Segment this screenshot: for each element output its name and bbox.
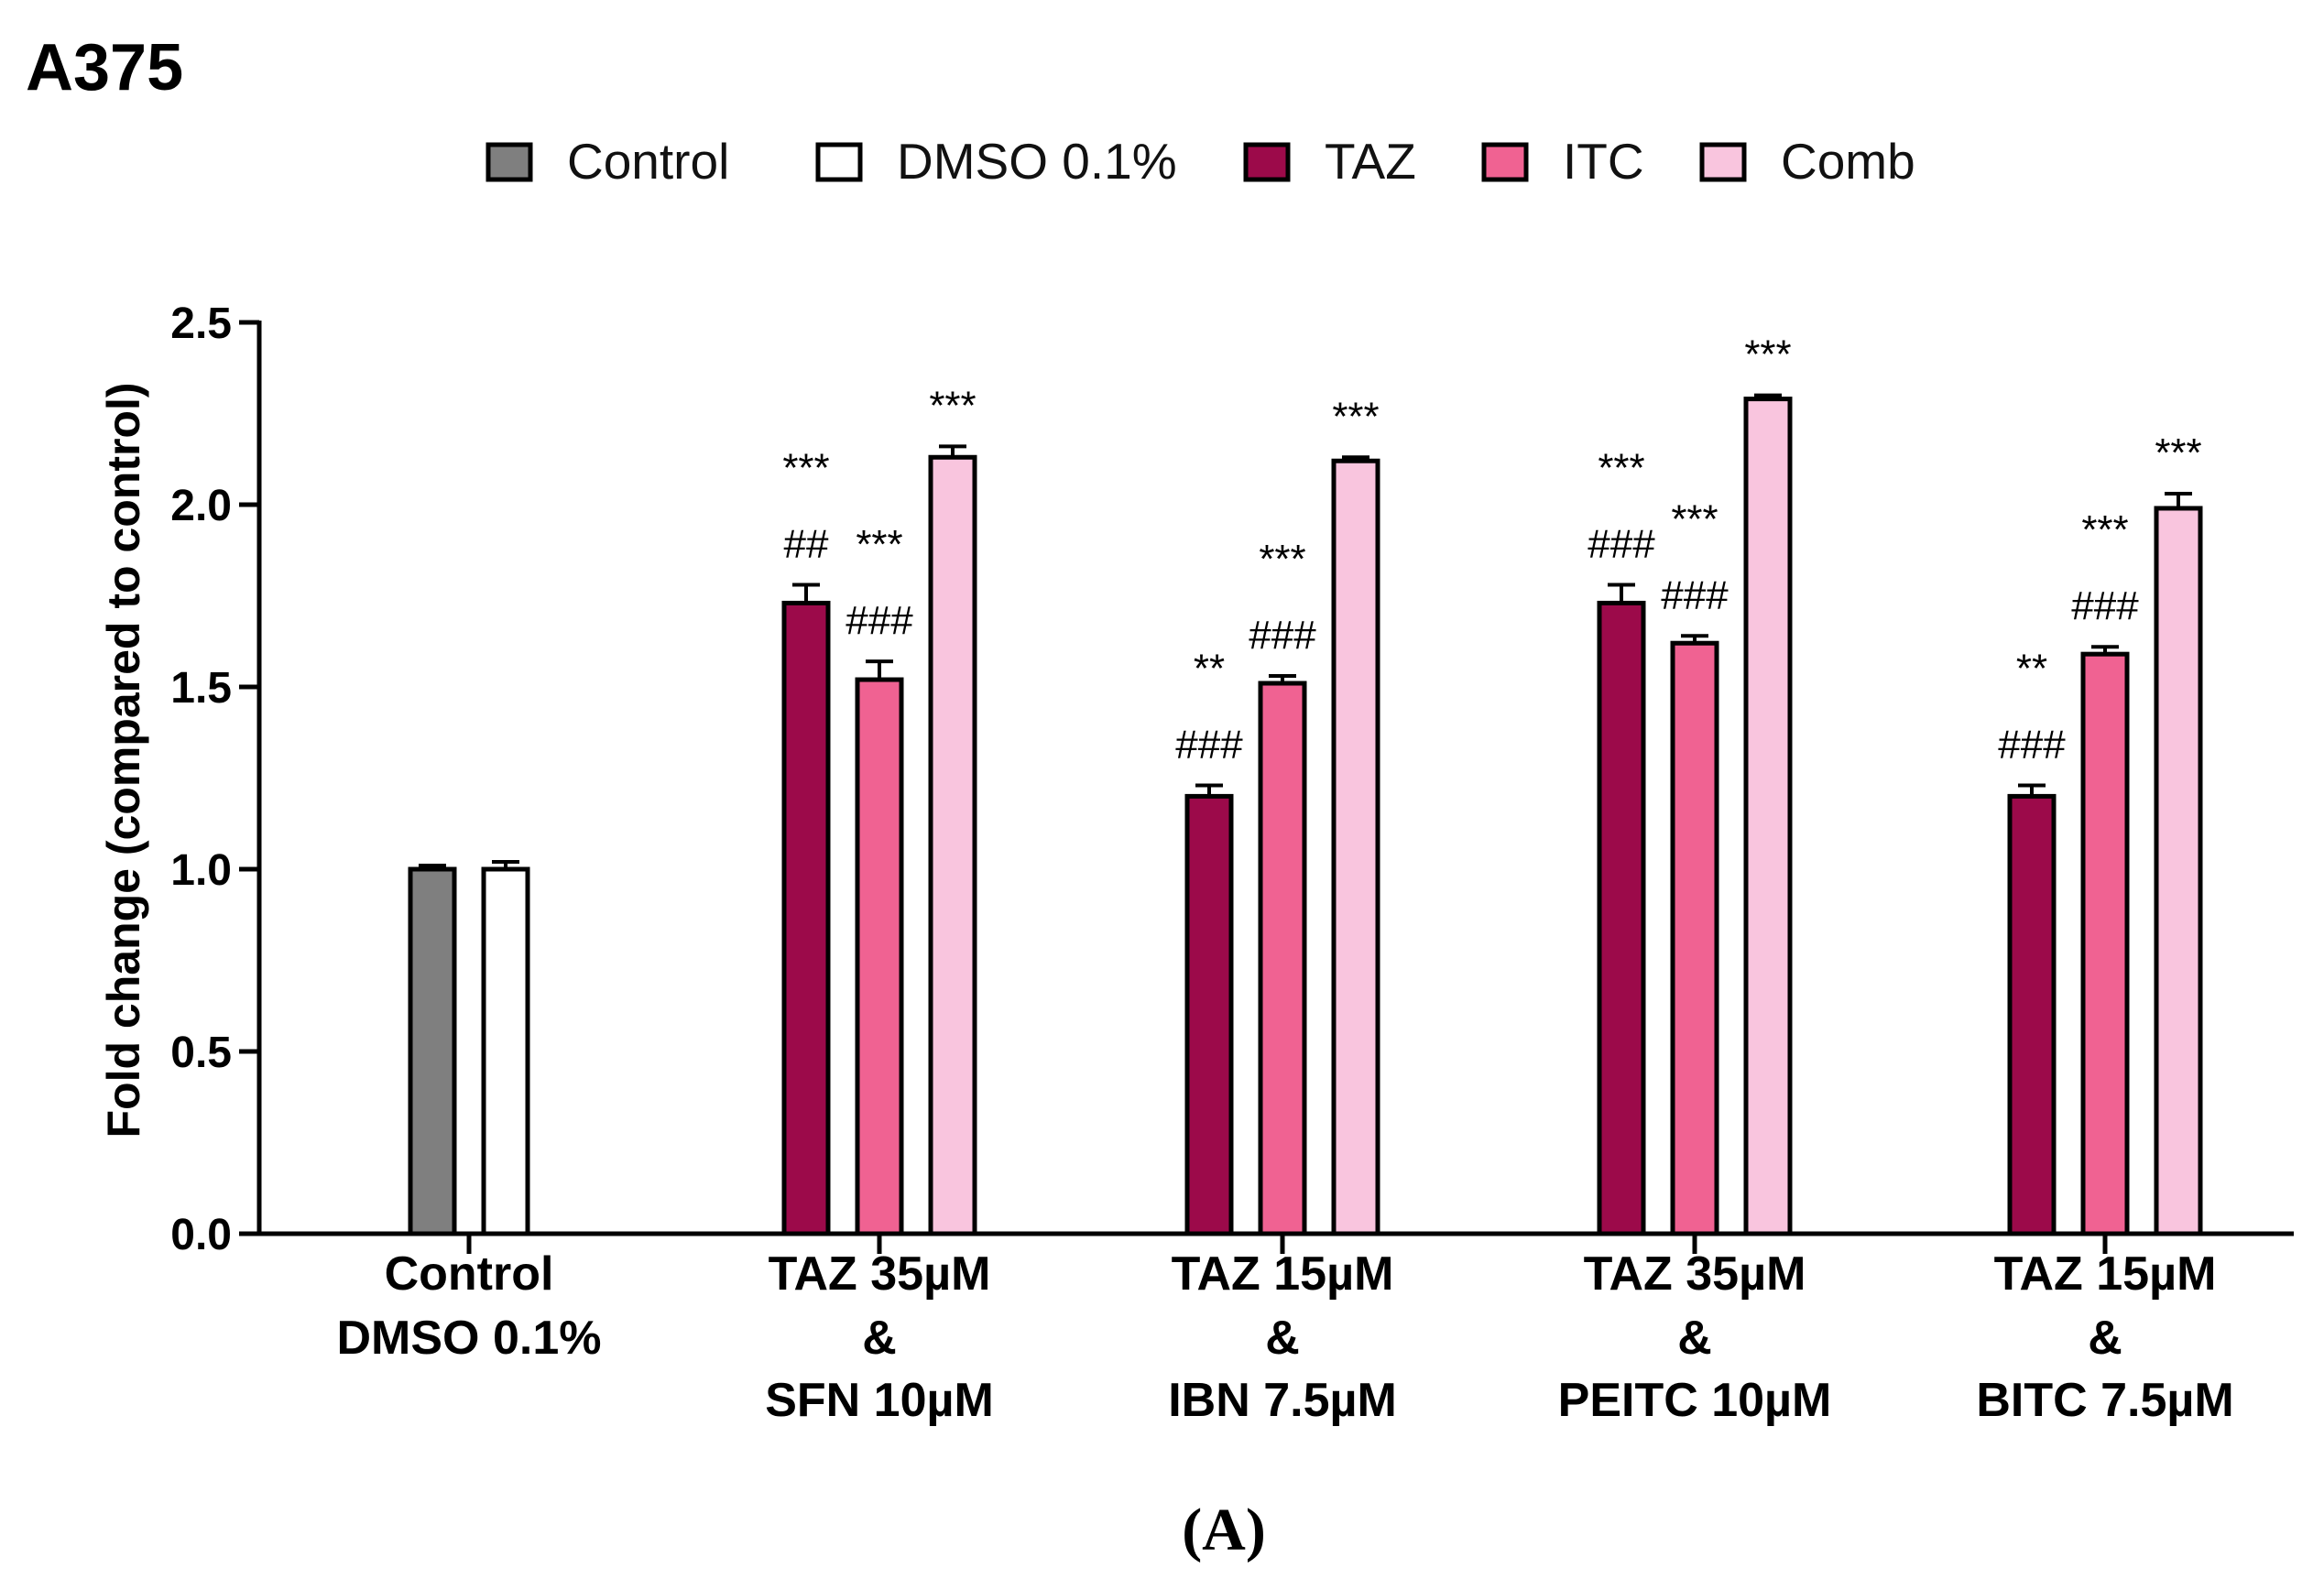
y-tick-label: 0.0: [170, 1211, 232, 1259]
bar: [928, 454, 977, 1236]
bar: [481, 866, 530, 1236]
significance-label: ***: [2155, 430, 2201, 475]
y-axis: 0.0 0.5 1.0 1.5 2.0 2.5: [170, 299, 262, 1259]
significance-label: ###: [1998, 722, 2066, 767]
bar: [1184, 793, 1234, 1236]
significance-label: ###: [1588, 522, 1655, 567]
bar: [1743, 397, 1793, 1236]
legend-swatch: [486, 142, 533, 182]
x-group-label: DMSO 0.1%: [337, 1312, 602, 1365]
panel-label: (A): [1182, 1497, 1266, 1563]
significance-label: ###: [1175, 722, 1243, 767]
significance-label: ***: [1332, 394, 1379, 439]
y-tick-label: 2.5: [170, 299, 232, 348]
significance-label: **: [2016, 646, 2047, 691]
x-group-label: TAZ 35µM: [1584, 1247, 1806, 1301]
y-tick-label: 2.0: [170, 482, 232, 530]
x-group-label: &: [1265, 1312, 1300, 1365]
group-labels: Control DMSO 0.1% TAZ 35µM & SFN 10µM TAZ 15µ…: [337, 1247, 2234, 1427]
chart-title: A375: [26, 31, 183, 104]
x-group-label: BITC 7.5µM: [1976, 1374, 2233, 1427]
legend-swatch: [1243, 142, 1291, 182]
bar: [2154, 506, 2203, 1236]
x-group-label: PEITC 10µM: [1558, 1374, 1832, 1427]
legend-label: Control: [567, 133, 729, 190]
x-group-label: SFN 10µM: [765, 1374, 994, 1427]
x-group-label: &: [862, 1312, 897, 1365]
y-tick-label: 1.0: [170, 846, 232, 895]
x-group-label: TAZ 15µM: [1172, 1247, 1394, 1301]
y-tick-label: 0.5: [170, 1029, 232, 1077]
legend-label: DMSO 0.1%: [897, 133, 1177, 190]
x-group-label: &: [1677, 1312, 1712, 1365]
significance-label: ***: [1671, 496, 1718, 541]
legend-label: ITC: [1563, 133, 1644, 190]
bar: [781, 600, 831, 1236]
significance-label: ***: [856, 522, 902, 567]
bar: [1331, 458, 1380, 1236]
significance-label: ###: [1249, 613, 1316, 658]
bar: [855, 677, 904, 1236]
bars-layer: ##***###******###**###******###***###***…: [408, 332, 2203, 1236]
legend-label: Comb: [1781, 133, 1915, 190]
legend-swatch: [815, 142, 863, 182]
bar: [1670, 640, 1719, 1236]
bar: [1258, 681, 1307, 1236]
significance-label: ###: [846, 598, 913, 643]
bar: [408, 866, 457, 1236]
x-group-label: TAZ 35µM: [769, 1247, 991, 1301]
significance-label: **: [1194, 646, 1225, 691]
x-group-label: IBN 7.5µM: [1168, 1374, 1397, 1427]
x-group-label: &: [2088, 1312, 2122, 1365]
significance-label: ***: [782, 446, 829, 491]
significance-label: ##: [784, 522, 829, 567]
significance-label: ***: [1259, 537, 1305, 582]
legend-swatch: [1699, 142, 1747, 182]
y-tick-label: 1.5: [170, 664, 232, 713]
bar: [1597, 600, 1646, 1236]
legend-swatch: [1481, 142, 1529, 182]
x-group-label: TAZ 15µM: [1994, 1247, 2217, 1301]
significance-label: ###: [2071, 583, 2139, 628]
significance-label: ###: [1661, 572, 1729, 617]
significance-label: ***: [1598, 446, 1644, 491]
significance-label: ***: [2081, 507, 2128, 552]
bar: [2080, 651, 2130, 1236]
significance-label: ***: [929, 383, 976, 428]
x-group-label: Control: [385, 1247, 554, 1301]
legend-label: TAZ: [1325, 133, 1416, 190]
significance-label: ***: [1744, 332, 1791, 377]
y-axis-label: Fold change (compared to control): [98, 382, 149, 1138]
bar: [2007, 793, 2057, 1236]
legend: Control DMSO 0.1% TAZ ITC Comb: [486, 133, 1915, 190]
